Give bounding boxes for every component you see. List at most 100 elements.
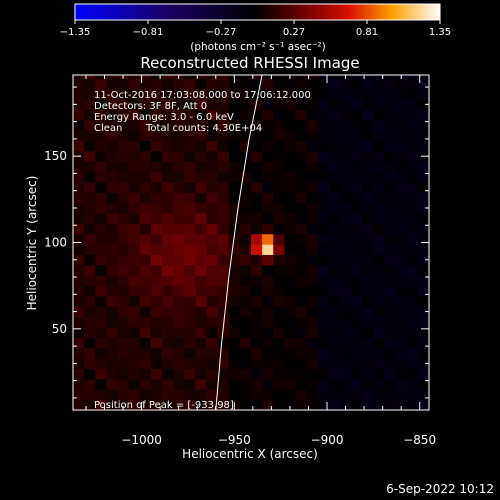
heatmap-cell (95, 78, 107, 90)
heatmap-cell (351, 99, 363, 110)
heatmap-cell (139, 316, 152, 328)
heatmap-cell (239, 316, 252, 328)
heatmap-cell (184, 347, 196, 359)
heatmap-cell (84, 316, 96, 328)
heatmap-cell (406, 275, 419, 287)
heatmap-cell (139, 78, 152, 90)
heatmap-cell (284, 171, 296, 183)
heatmap-cell (206, 296, 219, 307)
heatmap-cell (128, 140, 141, 152)
heatmap-cell (84, 368, 96, 380)
heatmap-cell (328, 109, 341, 121)
heatmap-cell (239, 140, 252, 152)
heatmap-cell (373, 233, 385, 245)
heatmap-cell (395, 130, 408, 142)
heatmap-cell (162, 327, 174, 338)
heatmap-cell (206, 389, 219, 401)
heatmap-cell (306, 327, 319, 338)
heatmap-cell (106, 109, 118, 121)
heatmap-cell (150, 202, 163, 214)
heatmap-cell (228, 109, 241, 121)
heatmap-cell (228, 213, 241, 224)
colorbar-tick-label: 0.81 (356, 27, 378, 38)
heatmap-cell (106, 254, 118, 266)
heatmap-cell (162, 316, 174, 328)
heatmap-cell (239, 285, 252, 297)
heatmap-cell (417, 78, 429, 90)
heatmap-cell (328, 119, 341, 131)
heatmap-cell (184, 182, 196, 193)
heatmap-cell (351, 150, 363, 162)
heatmap-cell (251, 378, 263, 390)
heatmap-cell (95, 337, 107, 349)
heatmap-cell (73, 306, 85, 318)
heatmap-cell (84, 254, 96, 266)
heatmap-cell (139, 347, 152, 359)
heatmap-cell (373, 213, 385, 224)
heatmap-cell (117, 306, 130, 318)
heatmap-cell (206, 378, 219, 390)
heatmap-cell (295, 213, 308, 224)
heatmap-cell (84, 244, 96, 255)
y-tick-label: 150 (44, 149, 67, 163)
heatmap-cell (95, 99, 107, 110)
heatmap-cell (417, 378, 429, 390)
heatmap-cell (173, 213, 185, 224)
heatmap-cell (284, 99, 296, 110)
heatmap-cell (195, 223, 207, 235)
heatmap-cell (173, 296, 185, 307)
heatmap-cell (317, 150, 330, 162)
heatmap-cell (95, 140, 107, 152)
heatmap-cell (373, 88, 385, 100)
heatmap-cell (206, 88, 219, 100)
heatmap-cell (173, 327, 185, 338)
heatmap-cell (106, 275, 118, 287)
heatmap-cell (73, 140, 85, 152)
heatmap-cell (273, 399, 285, 410)
heatmap-cell (351, 182, 363, 193)
heatmap-cell (184, 316, 196, 328)
heatmap-cell (362, 150, 374, 162)
heatmap-cell (351, 316, 363, 328)
heatmap-cell (84, 75, 96, 79)
heatmap-cell (128, 88, 141, 100)
heatmap-cell (406, 233, 419, 245)
heatmap-cell (340, 285, 352, 297)
heatmap-cell (95, 378, 107, 390)
heatmap-cell (340, 213, 352, 224)
heatmap-cell (351, 358, 363, 369)
heatmap-cells (73, 75, 429, 410)
heatmap-cell (395, 285, 408, 297)
heatmap-cell (306, 389, 319, 401)
heatmap-cell (217, 75, 230, 79)
heatmap-cell (217, 130, 230, 142)
heatmap-cell (362, 88, 374, 100)
heatmap-cell (173, 130, 185, 142)
heatmap-cell (150, 182, 163, 193)
heatmap-cell (373, 223, 385, 235)
heatmap-cell (106, 296, 118, 307)
heatmap-cell (340, 347, 352, 359)
heatmap-cell (139, 192, 152, 204)
heatmap-cell (273, 171, 285, 183)
heatmap-cell (162, 182, 174, 193)
heatmap-cell (295, 399, 308, 410)
heatmap-cell (206, 130, 219, 142)
heatmap-cell (239, 327, 252, 338)
heatmap-cell (150, 99, 163, 110)
heatmap-cell (217, 202, 230, 214)
heatmap-cell (217, 316, 230, 328)
heatmap-cell (117, 223, 130, 235)
heatmap-cell (84, 296, 96, 307)
heatmap-cell (139, 161, 152, 173)
heatmap-cell (139, 202, 152, 214)
heatmap-cell (117, 213, 130, 224)
heatmap-cell (95, 296, 107, 307)
heatmap-cell (351, 244, 363, 255)
heatmap-cell (384, 150, 397, 162)
heatmap-cell (117, 78, 130, 90)
heatmap-cell (128, 171, 141, 183)
heatmap-cell (317, 99, 330, 110)
heatmap-cell (228, 368, 241, 380)
heatmap-cell (195, 182, 207, 193)
